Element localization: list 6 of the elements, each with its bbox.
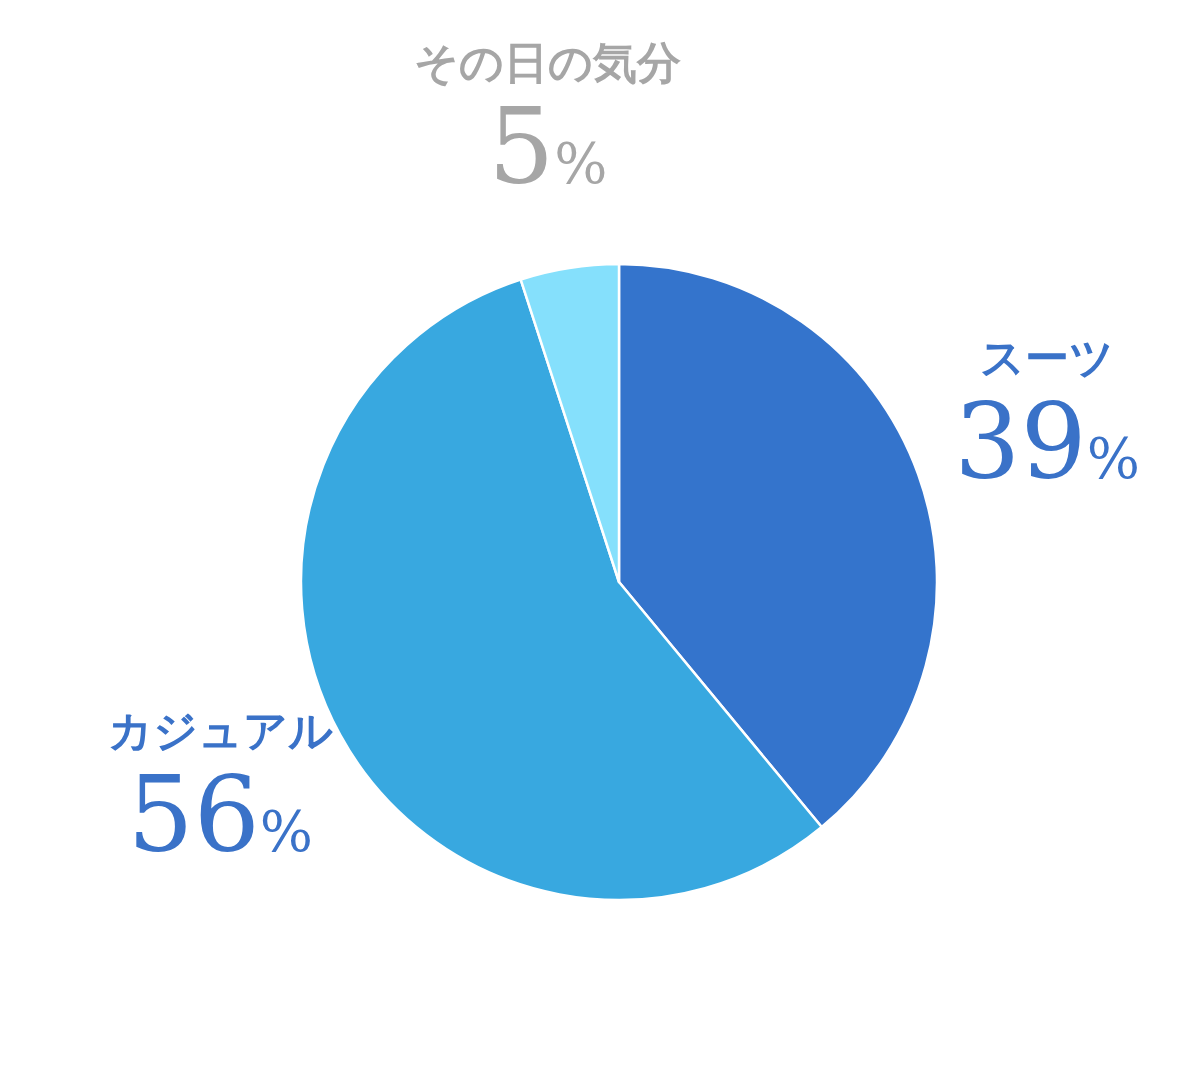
data-label: 56% xyxy=(127,754,314,877)
data-label: 5% xyxy=(488,85,608,208)
slice-label: スーツ xyxy=(980,331,1115,383)
data-label: 39% xyxy=(954,380,1140,503)
slice-label: その日の気分 xyxy=(414,36,682,88)
slice-label: カジュアル xyxy=(107,705,333,757)
